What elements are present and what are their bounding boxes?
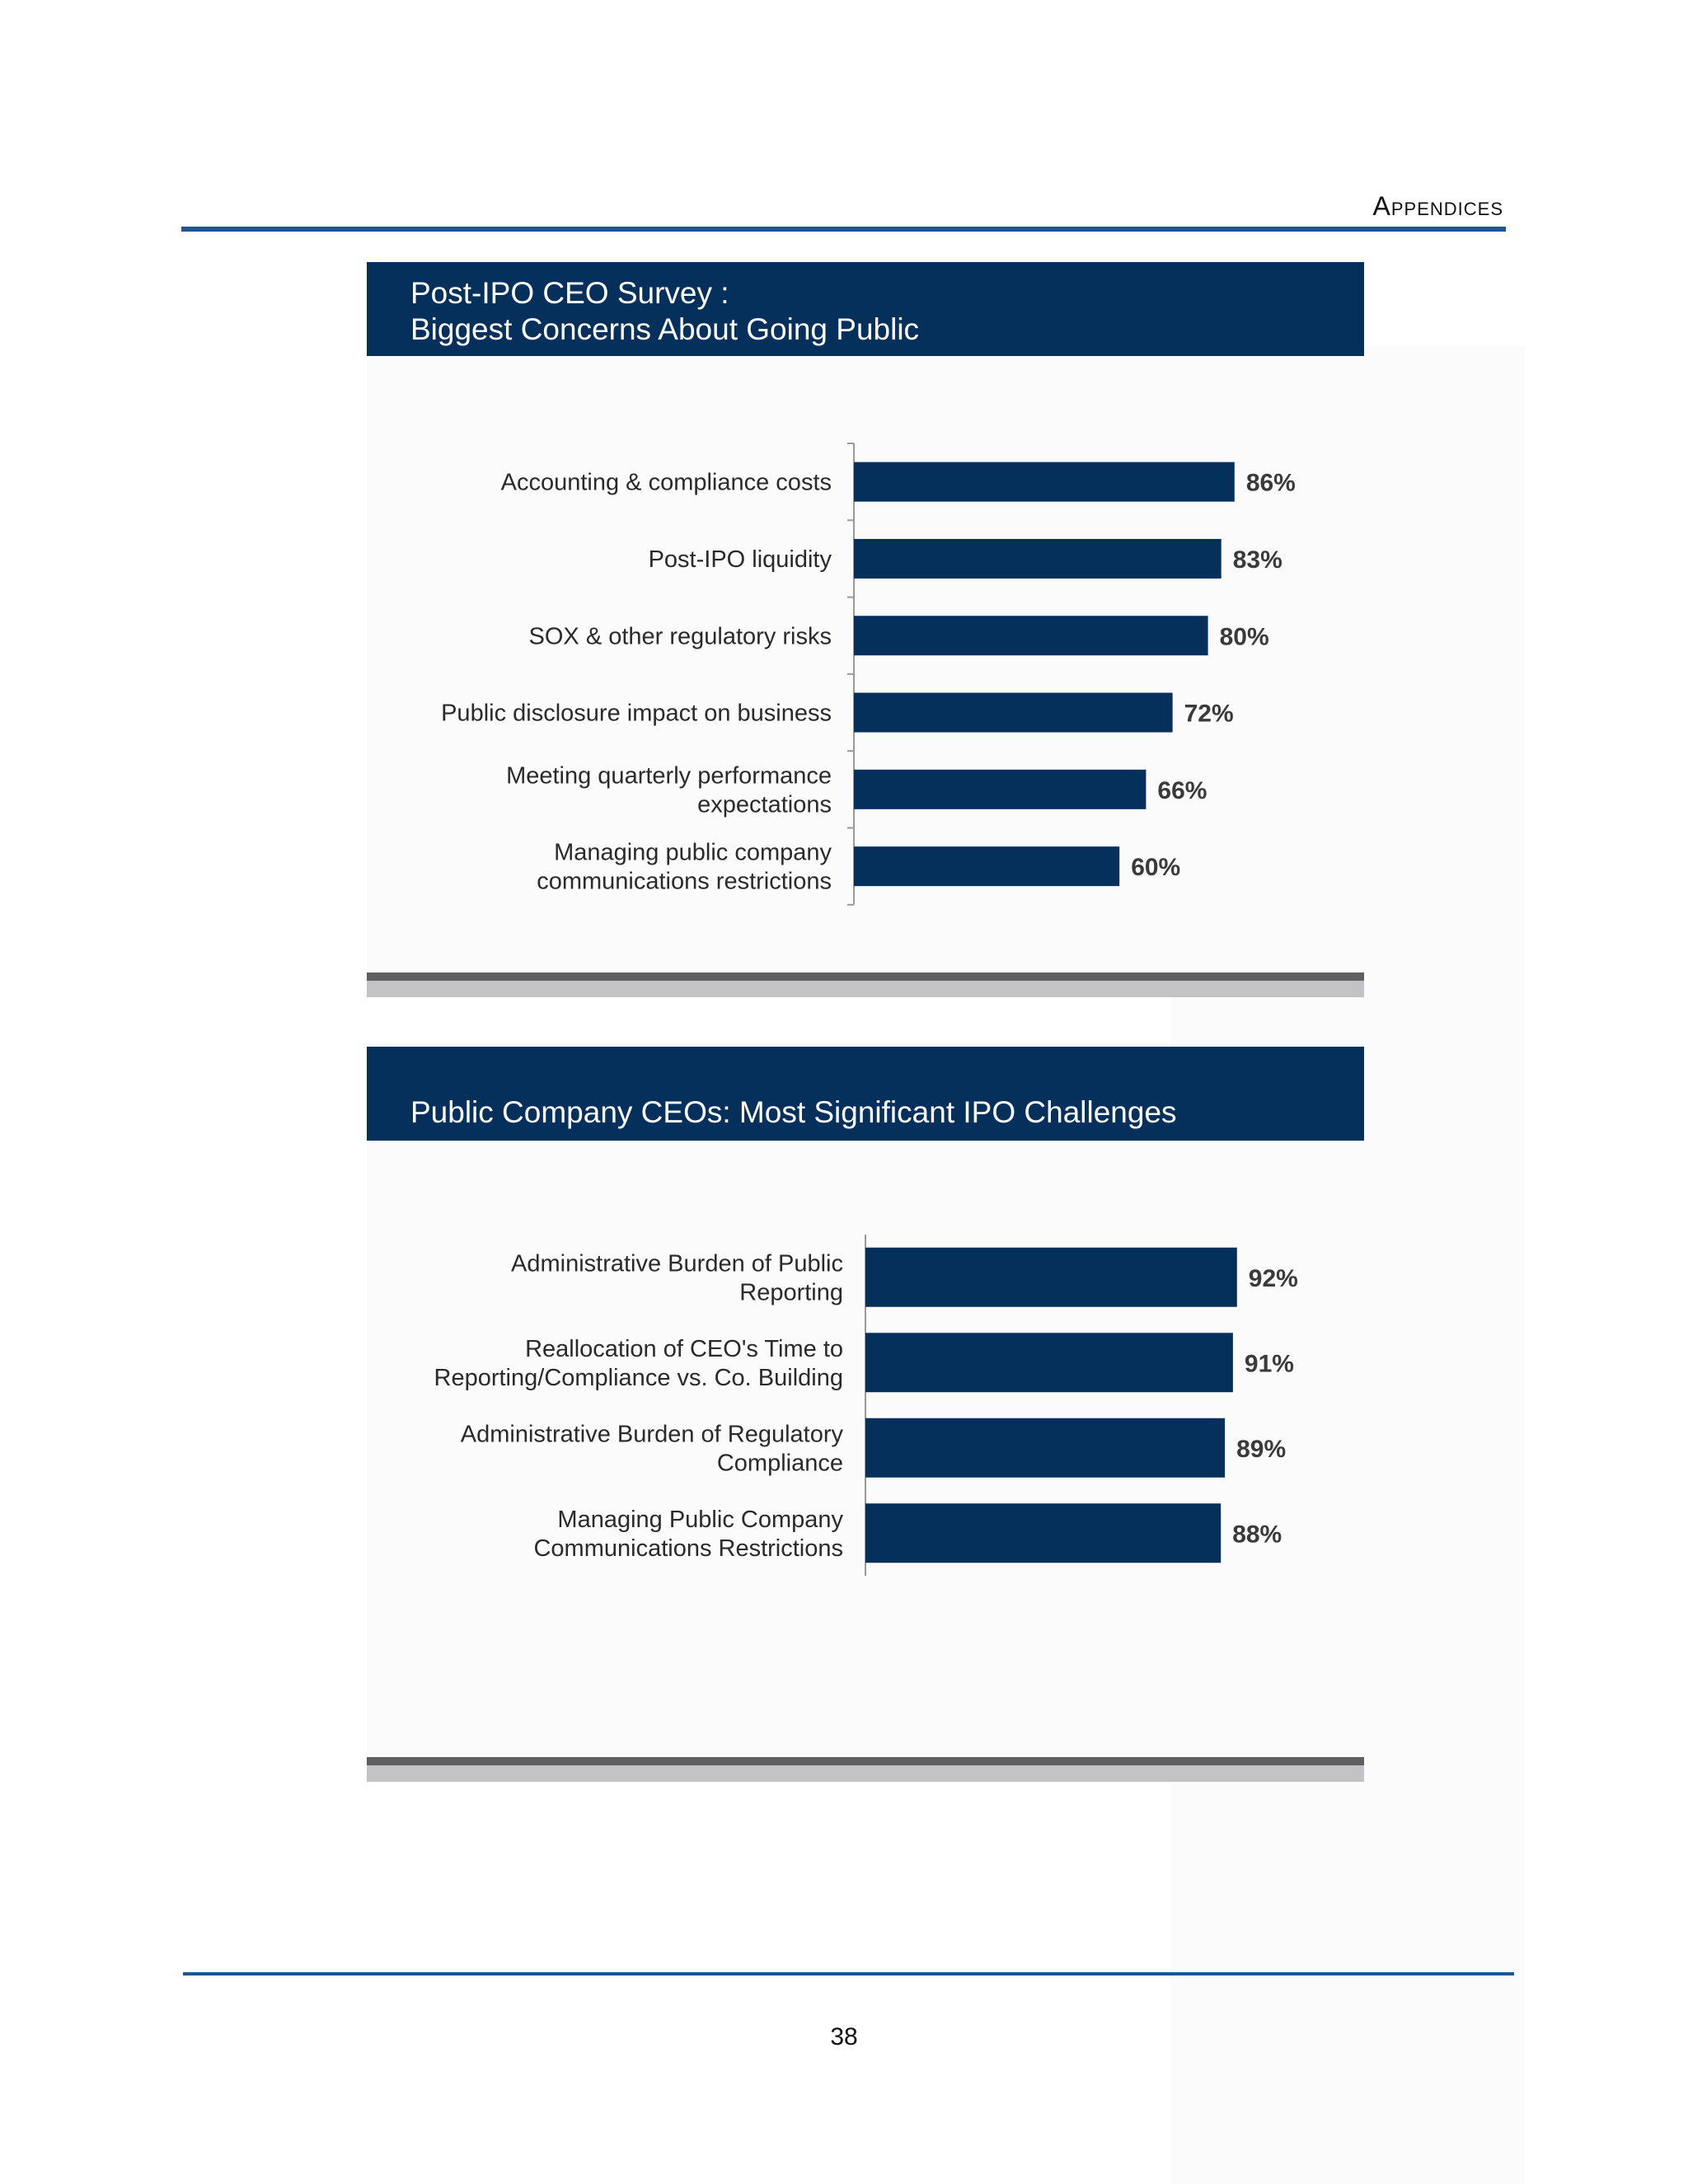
category-label-5: Meeting quarterly performance expectation… [506,762,832,818]
category-label-line: Public disclosure impact on business [441,701,832,727]
category-label-line: Meeting quarterly performance [506,762,832,789]
data-label-1: 86% [1246,470,1296,497]
category-label-line: Reporting/Compliance vs. Co. Building [434,1365,843,1391]
category-label-2: Reallocation of CEO's Time to Reporting/C… [434,1336,843,1391]
category-label-line: Administrative Burden of Regulatory [461,1421,844,1447]
category-label-4: Managing Public Company Communications Re… [533,1507,843,1562]
chart-title-2-line-1: Public Company CEOs: Most Significant IP… [410,1095,1177,1129]
category-label-3: SOX & other regulatory risks [529,623,832,649]
category-label-4: Public disclosure impact on business [441,701,832,727]
data-label-5: 66% [1157,777,1207,804]
category-label-line: Communications Restrictions [533,1535,843,1562]
category-label-line: Accounting & compliance costs [501,470,832,496]
category-label-line: Managing public company [554,840,832,866]
category-label-line: SOX & other regulatory risks [529,623,832,649]
bar-5 [854,769,1146,809]
chart-title-1-line-2: Biggest Concerns About Going Public [410,312,920,346]
chart-title-box-1: Post-IPO CEO Survey : Biggest Concerns A… [367,262,1364,356]
chart-bottom-rule-2 [367,1757,1364,1765]
chart-panel-2: Public Company CEOs: Most Significant IP… [367,1047,1364,1783]
bar-1 [865,1247,1237,1307]
bar-1 [854,462,1235,502]
data-label-3: 89% [1236,1436,1286,1463]
section-header: Appendices [1372,191,1503,221]
footer-rule [183,1972,1514,1975]
data-label-2: 83% [1233,546,1282,574]
data-label-4: 88% [1232,1521,1282,1548]
bar-2 [854,538,1221,579]
bar-3 [865,1418,1226,1478]
category-label-1: Administrative Burden of Public Reporting [511,1250,843,1305]
bar-4 [854,692,1173,733]
chart-panel-1: Post-IPO CEO Survey : Biggest Concerns A… [367,262,1364,998]
data-label-4: 72% [1184,701,1234,728]
category-label-line: Compliance [717,1450,843,1476]
bar-2 [865,1333,1233,1393]
bar-4 [865,1503,1221,1563]
category-label-line: expectations [697,791,832,818]
data-label-1: 92% [1249,1265,1298,1292]
category-label-6: Managing public company communications re… [537,840,832,895]
chart-title-1-line-1: Post-IPO CEO Survey : [410,276,729,310]
chart-title-box-2: Public Company CEOs: Most Significant IP… [367,1047,1364,1141]
category-label-line: communications restrictions [537,869,832,895]
category-label-line: Reporting [739,1279,843,1305]
chart-bottom-band-2 [367,1765,1364,1782]
chart-title-2: Public Company CEOs: Most Significant IP… [410,1094,1177,1131]
bar-6 [854,846,1120,887]
header-rule [181,227,1506,232]
category-label-line: Managing Public Company [557,1507,843,1533]
data-label-3: 80% [1220,623,1269,650]
bar-chart-challenges: 92%Administrative Burden of Public Report… [434,1235,1298,1576]
chart-bottom-rule-1 [367,972,1364,981]
category-label-1: Accounting & compliance costs [501,470,832,496]
chart-title-1: Post-IPO CEO Survey : Biggest Concerns A… [410,275,919,348]
bar-chart-concerns: 86% Accounting & compliance costs 83% Post-… [441,443,1296,906]
category-label-line: Reallocation of CEO's Time to [525,1336,843,1362]
data-label-6: 60% [1131,854,1180,881]
category-label-3: Administrative Burden of Regulatory Compl… [461,1421,844,1476]
data-label-2: 91% [1245,1350,1294,1377]
page-number: 38 [830,2023,858,2050]
chart-bottom-band-1 [367,981,1364,997]
category-label-line: Post-IPO liquidity [649,546,832,573]
category-label-2: Post-IPO liquidity [649,546,832,573]
category-label-line: Administrative Burden of Public [511,1250,843,1277]
bar-3 [854,616,1208,656]
